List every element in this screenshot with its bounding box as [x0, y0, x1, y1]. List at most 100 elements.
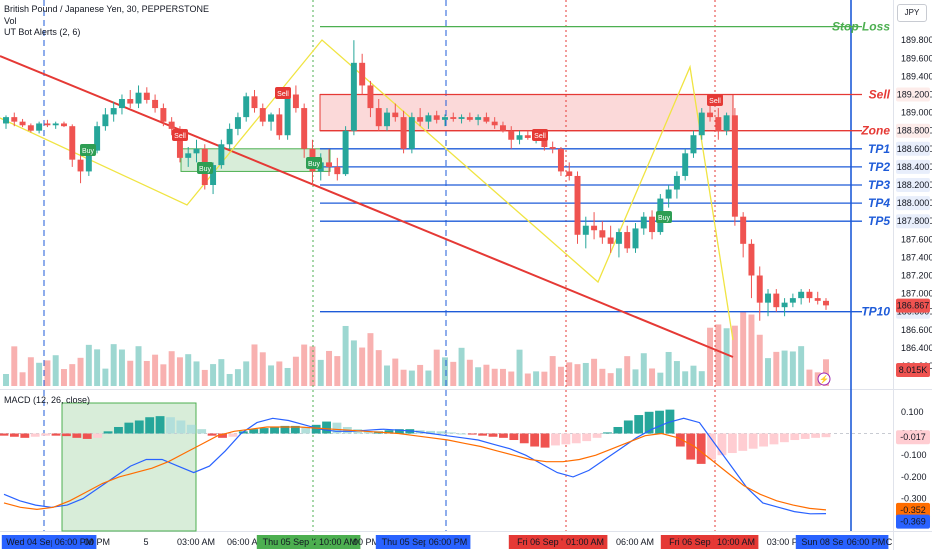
macd-hist-bar [696, 433, 706, 464]
signal-sell: Sell [172, 129, 188, 141]
time-label-bg [843, 535, 889, 549]
alert-icon-circle[interactable] [817, 372, 831, 386]
volume-bar [442, 357, 448, 386]
volume-bar [557, 366, 564, 386]
macd-hist-bar [363, 431, 373, 434]
candle [69, 126, 76, 160]
candle [640, 216, 647, 229]
candle [60, 123, 67, 127]
candle [483, 117, 490, 122]
macd-hist-bar [259, 428, 269, 434]
candle [731, 115, 738, 217]
volume-bar [740, 311, 747, 386]
candle [185, 153, 192, 158]
volume-tag: 8.015K [896, 363, 930, 377]
candle [806, 291, 813, 299]
signal-text: Buy [308, 161, 321, 168]
candle [160, 108, 167, 122]
macd-line-tag-bg [896, 514, 930, 529]
level-tag-text: 188.000 [897, 198, 930, 208]
level-tag-bg [896, 178, 930, 192]
volume-bar [234, 369, 241, 386]
time-text: 06:00 AM [616, 537, 654, 547]
level-tag-bg [896, 123, 930, 138]
volume-bar [731, 325, 738, 386]
volume-tag-text: 8.015K [899, 365, 928, 375]
macd-hist-bar [280, 425, 290, 434]
macd-hist-bar [592, 433, 602, 438]
candle [649, 216, 656, 233]
price-tick: 189.600 [901, 53, 932, 63]
macd-hist-bar [540, 433, 550, 448]
volume-bar [85, 344, 92, 386]
candle [789, 298, 796, 303]
level-label: TP5 [868, 214, 890, 228]
candle [342, 130, 349, 175]
macd-hist-bar [301, 426, 311, 434]
signal-bg [80, 144, 96, 156]
level-label: TP4 [868, 196, 890, 210]
volume-bar [458, 347, 465, 386]
time-label: 03:00 AM [177, 537, 215, 547]
volume-bar [152, 354, 159, 386]
volume-bar [168, 351, 175, 386]
macd-hist-bar [478, 433, 488, 436]
volume-bar [36, 362, 43, 386]
volume-bar [201, 369, 208, 386]
price-tick: 186.600 [901, 325, 932, 335]
volume-bar [326, 350, 333, 386]
macd-hist-bar [561, 433, 571, 445]
price-tick: 187.600 [901, 234, 932, 244]
lightning-icon[interactable]: ⚡ [819, 374, 829, 384]
macd-tick: -0.300 [901, 494, 927, 504]
volume-bar [781, 350, 788, 386]
candle [44, 123, 51, 126]
macd-hist-bar [41, 433, 51, 436]
time-label: 03:00 PM [767, 537, 806, 547]
volume-bar [632, 369, 639, 386]
macd-hist-bar [457, 433, 467, 435]
level-tag-text: 188.800 [897, 126, 930, 136]
last-price-tag: 186.867 [896, 298, 930, 313]
macd-hist-bar [166, 417, 175, 434]
volume-bar [624, 356, 631, 386]
candle [458, 117, 465, 119]
volume-bar [359, 347, 366, 386]
volume-bar [574, 364, 581, 386]
candle [52, 123, 59, 126]
currency-button[interactable]: JPY [897, 4, 927, 22]
time-text: 01:00 AM [566, 537, 604, 547]
signal-bg [656, 211, 672, 223]
signal-text: Sell [534, 133, 546, 140]
candle [143, 92, 150, 100]
volume-bar [69, 364, 76, 386]
volume-bar [599, 368, 606, 386]
candle [773, 293, 780, 308]
candle [27, 125, 34, 131]
time-text: Thu 05 Sep '24 [263, 537, 324, 547]
time-label-bg [51, 535, 97, 549]
volume-bar [309, 346, 316, 386]
candle [102, 114, 109, 127]
alert-icon[interactable]: ⚡ [817, 372, 831, 386]
candle [508, 130, 515, 140]
volume-bar [516, 349, 523, 386]
candle [673, 175, 680, 190]
signal-sell: Sell [707, 94, 723, 106]
macd-hist-bar [467, 433, 477, 435]
volume-bar [334, 356, 341, 386]
candle [433, 115, 440, 120]
macd-hist-bar [134, 420, 144, 434]
signal-bg [306, 157, 322, 169]
session-lines [43, 0, 852, 531]
candle [417, 117, 424, 122]
macd-hist-bar [759, 433, 768, 447]
volume-bar [690, 365, 697, 386]
macd-line-tag-text: -0.369 [900, 517, 926, 527]
signal-bg [197, 162, 213, 174]
candle [3, 117, 9, 124]
volume-bar [582, 362, 589, 386]
candle [599, 230, 606, 238]
